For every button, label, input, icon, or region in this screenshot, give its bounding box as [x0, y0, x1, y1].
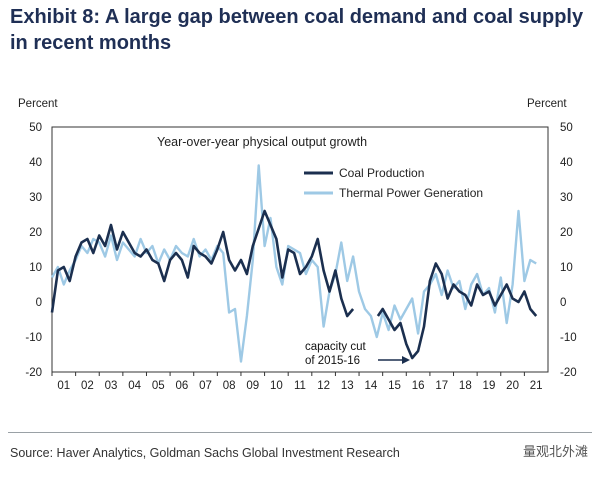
y-tick-left: 20: [29, 227, 42, 239]
x-tick-label: 18: [459, 380, 472, 392]
legend-label-thermal: Thermal Power Generation: [339, 186, 483, 200]
x-tick-label: 17: [435, 380, 448, 392]
page-title: Exhibit 8: A large gap between coal dema…: [10, 6, 584, 54]
plot-frame: [51, 126, 549, 373]
annotation-arrowhead: [402, 356, 410, 364]
x-tick-label: 05: [152, 380, 165, 392]
x-tick-label: 04: [128, 380, 141, 392]
x-tick-label: 07: [199, 380, 212, 392]
x-tick-label: 01: [57, 380, 70, 392]
x-tick-label: 12: [317, 380, 330, 392]
legend-label-coal: Coal Production: [339, 166, 424, 180]
annotation-line-2: of 2015-16: [305, 355, 360, 367]
x-axis: 01 02 03 04 05 06 07 08 09 10 11 12 13 14 15 16 17 18 19 20…: [51, 372, 543, 392]
x-tick-label: 02: [81, 380, 94, 392]
y-tick-right: 40: [560, 157, 573, 169]
footer-divider: [8, 432, 592, 433]
x-tick-label: 21: [530, 380, 543, 392]
annotation-line-1: capacity cut: [305, 341, 367, 353]
x-tick-label: 15: [388, 380, 401, 392]
x-tick-label: 06: [176, 380, 189, 392]
y-tick-right: 0: [560, 297, 566, 309]
x-tick-label: 11: [294, 380, 306, 392]
x-tick-label: 09: [246, 380, 259, 392]
y-tick-right: 30: [560, 192, 573, 204]
series-group: [50, 164, 538, 363]
x-tick-label: 19: [483, 380, 496, 392]
right-axis-unit: Percent: [527, 98, 567, 110]
y-tick-right: 10: [560, 262, 573, 274]
source-note: Source: Haver Analytics, Goldman Sachs G…: [10, 446, 400, 460]
y-tick-left: -20: [25, 367, 42, 379]
x-tick-label: 13: [341, 380, 354, 392]
y-tick-right: 50: [560, 122, 573, 134]
y-tick-right: -20: [560, 367, 577, 379]
y-axis-left: 50 40 30 20 10 0 -10 -20: [25, 122, 42, 379]
x-tick-label: 03: [105, 380, 118, 392]
x-tick-label: 16: [412, 380, 425, 392]
y-tick-right: 20: [560, 227, 573, 239]
left-axis-unit: Percent: [18, 98, 58, 110]
y-axis-right: 50 40 30 20 10 0 -10 -20: [560, 122, 577, 379]
series-line-coal-production: [50, 209, 538, 360]
x-tick-label: 14: [364, 380, 377, 392]
y-tick-left: 50: [29, 122, 42, 134]
y-tick-right: -10: [560, 332, 577, 344]
x-tick-label: 08: [223, 380, 236, 392]
y-tick-left: 0: [36, 297, 42, 309]
y-tick-left: 10: [29, 262, 42, 274]
y-tick-left: -10: [25, 332, 42, 344]
x-tick-label: 10: [270, 380, 283, 392]
y-tick-left: 30: [29, 192, 42, 204]
chart-title: Year-over-year physical output growth: [157, 135, 367, 149]
x-tick-label: 20: [506, 380, 519, 392]
y-tick-left: 40: [29, 157, 42, 169]
watermark: 量观北外滩: [522, 444, 588, 459]
